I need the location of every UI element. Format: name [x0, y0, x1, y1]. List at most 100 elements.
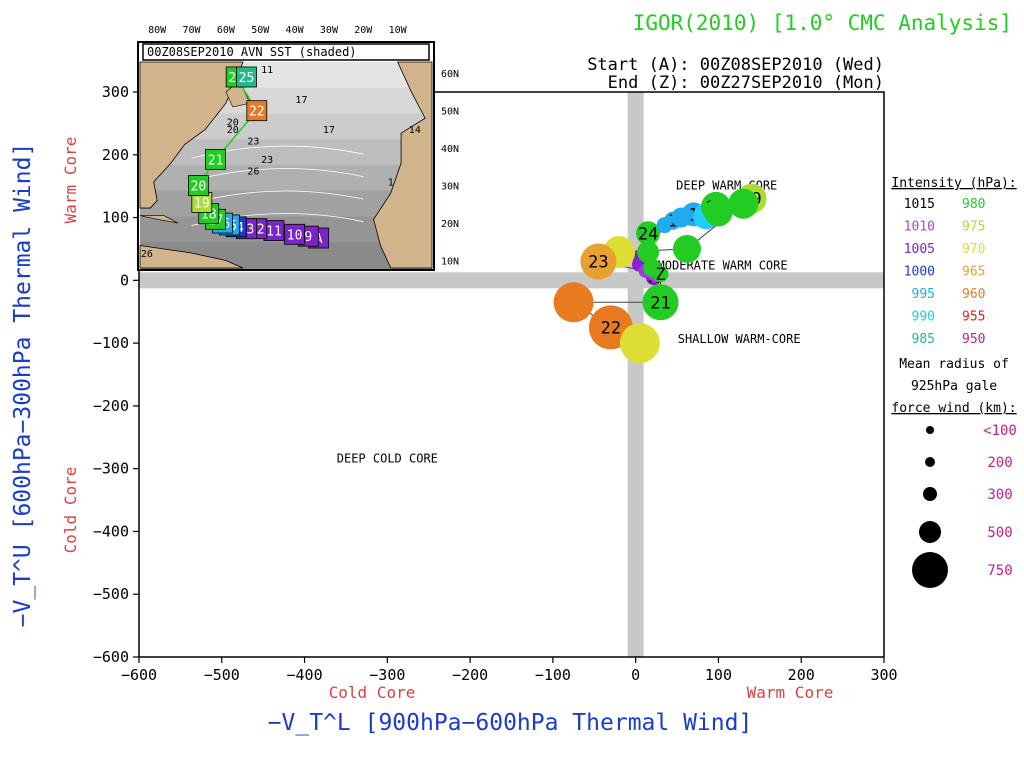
point-marker	[642, 284, 679, 321]
inset-marker	[236, 66, 257, 88]
y-tick-label: −300	[93, 460, 129, 478]
legend-radius-dot	[926, 426, 934, 434]
point-label: 24	[638, 224, 658, 244]
y-tick-label: 100	[102, 209, 129, 227]
legend-radius-label: 750	[987, 563, 1012, 579]
sst-label: 23	[247, 136, 259, 147]
region-label: MODERATE WARM CORE	[658, 259, 788, 273]
x-axis-label: −V_T^L [900hPa−600hPa Thermal Wind]	[268, 710, 753, 736]
inset-marker-label: 21	[208, 153, 224, 168]
legend-radius-label: <100	[983, 423, 1017, 439]
x-cold-core-label: Cold Core	[329, 683, 416, 702]
lat-tick-label: 60N	[441, 69, 459, 80]
sst-label: 26	[247, 166, 259, 177]
legend-radius-label: 300	[987, 487, 1012, 503]
point-label: 23	[588, 253, 608, 273]
track-point: 21	[642, 284, 679, 321]
lon-tick-label: 40W	[286, 25, 305, 36]
legend-intensity-right: 975	[962, 220, 985, 235]
zero-band-horizontal	[139, 272, 884, 289]
x-tick-label: −200	[452, 666, 488, 684]
inset-marker-label: 22	[249, 105, 265, 120]
track-point: 24	[636, 221, 661, 246]
point-label: 21	[650, 293, 670, 313]
lon-tick-label: 10W	[389, 25, 408, 36]
lon-tick-label: 80W	[148, 25, 167, 36]
legend-intensity-left: 1010	[904, 220, 935, 235]
track-point	[672, 234, 701, 263]
sst-label: 20	[227, 125, 239, 136]
lat-tick-label: 20N	[441, 219, 459, 230]
legend-intensity-right: 965	[962, 265, 985, 280]
land-europe-africa	[373, 61, 433, 269]
point-marker	[652, 266, 669, 283]
inset-track-point: 20	[187, 175, 209, 197]
legend-intensity-right: 960	[962, 287, 985, 302]
lat-tick-label: 40N	[441, 144, 459, 155]
y-tick-label: 0	[120, 271, 129, 289]
x-warm-core-label: Warm Core	[747, 683, 834, 702]
track-point	[728, 188, 759, 219]
plot-area: −600 −500 −400 −300 −200 −100 0 100 200 300300200…	[93, 83, 898, 684]
track-point: Z	[652, 265, 669, 285]
x-tick-label: 300	[870, 666, 897, 684]
legend-radius-title-1: Mean radius of	[899, 357, 1009, 372]
y-tick-label: 200	[102, 146, 129, 164]
x-tick-label: 200	[788, 666, 815, 684]
inset-marker-label: 10	[287, 228, 303, 243]
zero-band-vertical	[627, 92, 644, 657]
lon-tick-label: 60W	[217, 25, 236, 36]
x-tick-label: −300	[369, 666, 405, 684]
point-marker	[553, 282, 594, 323]
isotherm-line	[191, 168, 364, 182]
inset-marker-label: 19	[194, 196, 210, 211]
legend-intensity-left: 985	[912, 332, 935, 347]
region-label: DEEP COLD CORE	[337, 451, 438, 465]
land-south-america	[139, 245, 244, 269]
inset-title-box	[142, 43, 430, 61]
y-tick-label: −100	[93, 334, 129, 352]
y-tick-label: −500	[93, 585, 129, 603]
inset-track-point: 11	[263, 220, 285, 241]
track-point	[553, 282, 594, 323]
point-marker	[619, 323, 660, 364]
sst-label: 26	[141, 249, 153, 260]
inset-track-point: 10	[284, 223, 305, 245]
region-label: SHALLOW WARM-CORE	[678, 332, 801, 346]
y-tick-label: −200	[93, 397, 129, 415]
y-tick-label: −400	[93, 522, 129, 540]
x-tick-label: −400	[286, 666, 322, 684]
track-point: 23	[580, 243, 617, 280]
inset-track-point: 22	[246, 100, 268, 122]
sst-band	[140, 139, 432, 166]
sst-label: 1	[388, 178, 394, 189]
inset-map: 1117202326261417202326180W70W60W50W40W30…	[137, 25, 459, 271]
inset-marker	[246, 100, 268, 122]
track-point	[704, 198, 733, 227]
inset-marker	[205, 148, 226, 170]
legend-intensity-left: 1000	[904, 265, 935, 280]
legend-radius-title-2: 925hPa gale	[911, 379, 997, 394]
legend-intensity-right: 980	[962, 197, 985, 212]
legend-intensity-right: 955	[962, 310, 985, 325]
legend-radius-label: 500	[987, 525, 1012, 541]
point-marker	[636, 221, 661, 246]
point-marker	[580, 243, 617, 280]
legend-intensity-left: 1005	[904, 242, 935, 257]
y-cold-core-label: Cold Core	[61, 467, 80, 554]
inset-track-point: 25	[236, 66, 257, 88]
y-tick-label: −600	[93, 648, 129, 666]
point-marker	[672, 234, 701, 263]
point-label: Z	[655, 265, 665, 285]
lon-tick-label: 30W	[320, 25, 339, 36]
end-time: End (Z): 00Z27SEP2010 (Mon)	[608, 73, 884, 93]
start-time: Start (A): 00Z08SEP2010 (Wed)	[587, 55, 884, 75]
x-tick-label: −500	[204, 666, 240, 684]
legend-intensity-left: 1015	[904, 197, 935, 212]
lat-tick-label: 50N	[441, 107, 459, 118]
sst-label: 23	[261, 155, 273, 166]
land-cuba	[139, 215, 178, 224]
chart-title: IGOR(2010) [1.0° CMC Analysis]	[633, 11, 1012, 35]
lon-tick-label: 70W	[182, 25, 201, 36]
